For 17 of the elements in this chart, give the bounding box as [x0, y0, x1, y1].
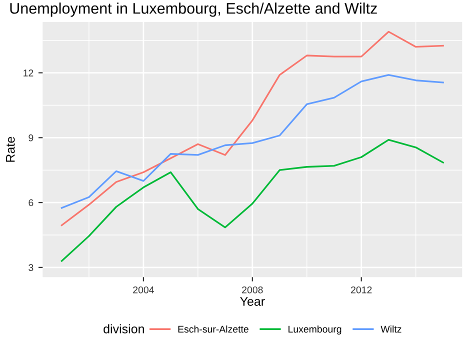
x-axis-title: Year — [240, 297, 265, 306]
y-tick-label: 9 — [28, 134, 34, 142]
line-series — [60, 139, 444, 262]
legend-label: Esch-sur-Alzette — [178, 325, 248, 333]
x-tick-label: 2008 — [242, 286, 263, 294]
y-tick-label: 12 — [24, 70, 34, 76]
y-tick-label: 6 — [28, 199, 34, 206]
legend-label: Wiltz — [380, 325, 402, 333]
line-series — [60, 30, 444, 226]
legend-title: division — [104, 324, 144, 334]
x-tick-label: 2004 — [133, 286, 154, 294]
chart-title: Unemployment in Luxembourg, Esch/Alzette and Wiltz — [10, 2, 377, 17]
x-tick-label: 2012 — [351, 286, 372, 294]
legend-label: Luxembourg — [288, 325, 342, 335]
y-tick-label: 3 — [28, 264, 34, 272]
line-series — [60, 74, 444, 209]
y-axis-title: Rate — [6, 136, 15, 162]
